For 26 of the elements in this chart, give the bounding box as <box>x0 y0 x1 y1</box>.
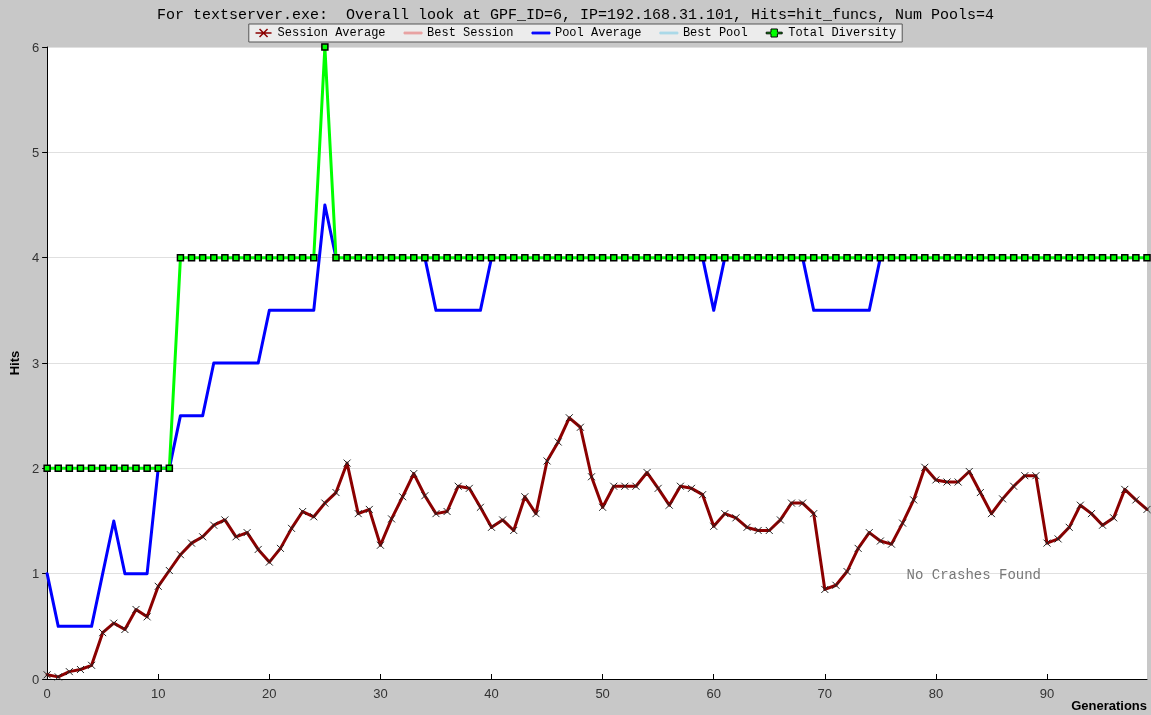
legend-label: Session Average <box>277 26 386 40</box>
x-tick-label: 0 <box>43 686 51 701</box>
x-tick-label: 50 <box>595 686 610 701</box>
annotation: No Crashes Found <box>906 567 1041 583</box>
y-tick-label: 2 <box>31 460 40 476</box>
y-tick-label: 3 <box>31 355 40 371</box>
y-tick-label: 6 <box>31 39 40 55</box>
legend-label: Best Session <box>427 26 514 40</box>
legend-label: Best Pool <box>682 26 748 40</box>
x-tick-label: 20 <box>262 686 277 701</box>
x-axis-title: Generations <box>1071 698 1147 713</box>
x-tick-label: 60 <box>706 686 721 701</box>
legend-label: Total Diversity <box>788 26 897 40</box>
y-axis-title: Hits <box>7 350 22 376</box>
y-tick-label: 1 <box>31 566 40 582</box>
chart-title: For textserver.exe: Overall look at GPF_ID=6, IP=192.168.31.101, Hits=hit_funcs, Num Pools=4 <box>156 7 995 24</box>
x-tick-label: 10 <box>150 686 166 701</box>
x-tick-label: 30 <box>373 686 388 701</box>
legend-label: Pool Average <box>554 26 642 40</box>
x-tick-label: 90 <box>1039 686 1055 701</box>
x-tick-label: 80 <box>928 686 944 701</box>
x-tick-label: 40 <box>484 686 499 701</box>
y-tick-label: 5 <box>31 144 40 160</box>
x-tick-label: 70 <box>817 686 833 701</box>
y-tick-label: 4 <box>31 250 40 266</box>
y-tick-label: 0 <box>31 671 40 687</box>
